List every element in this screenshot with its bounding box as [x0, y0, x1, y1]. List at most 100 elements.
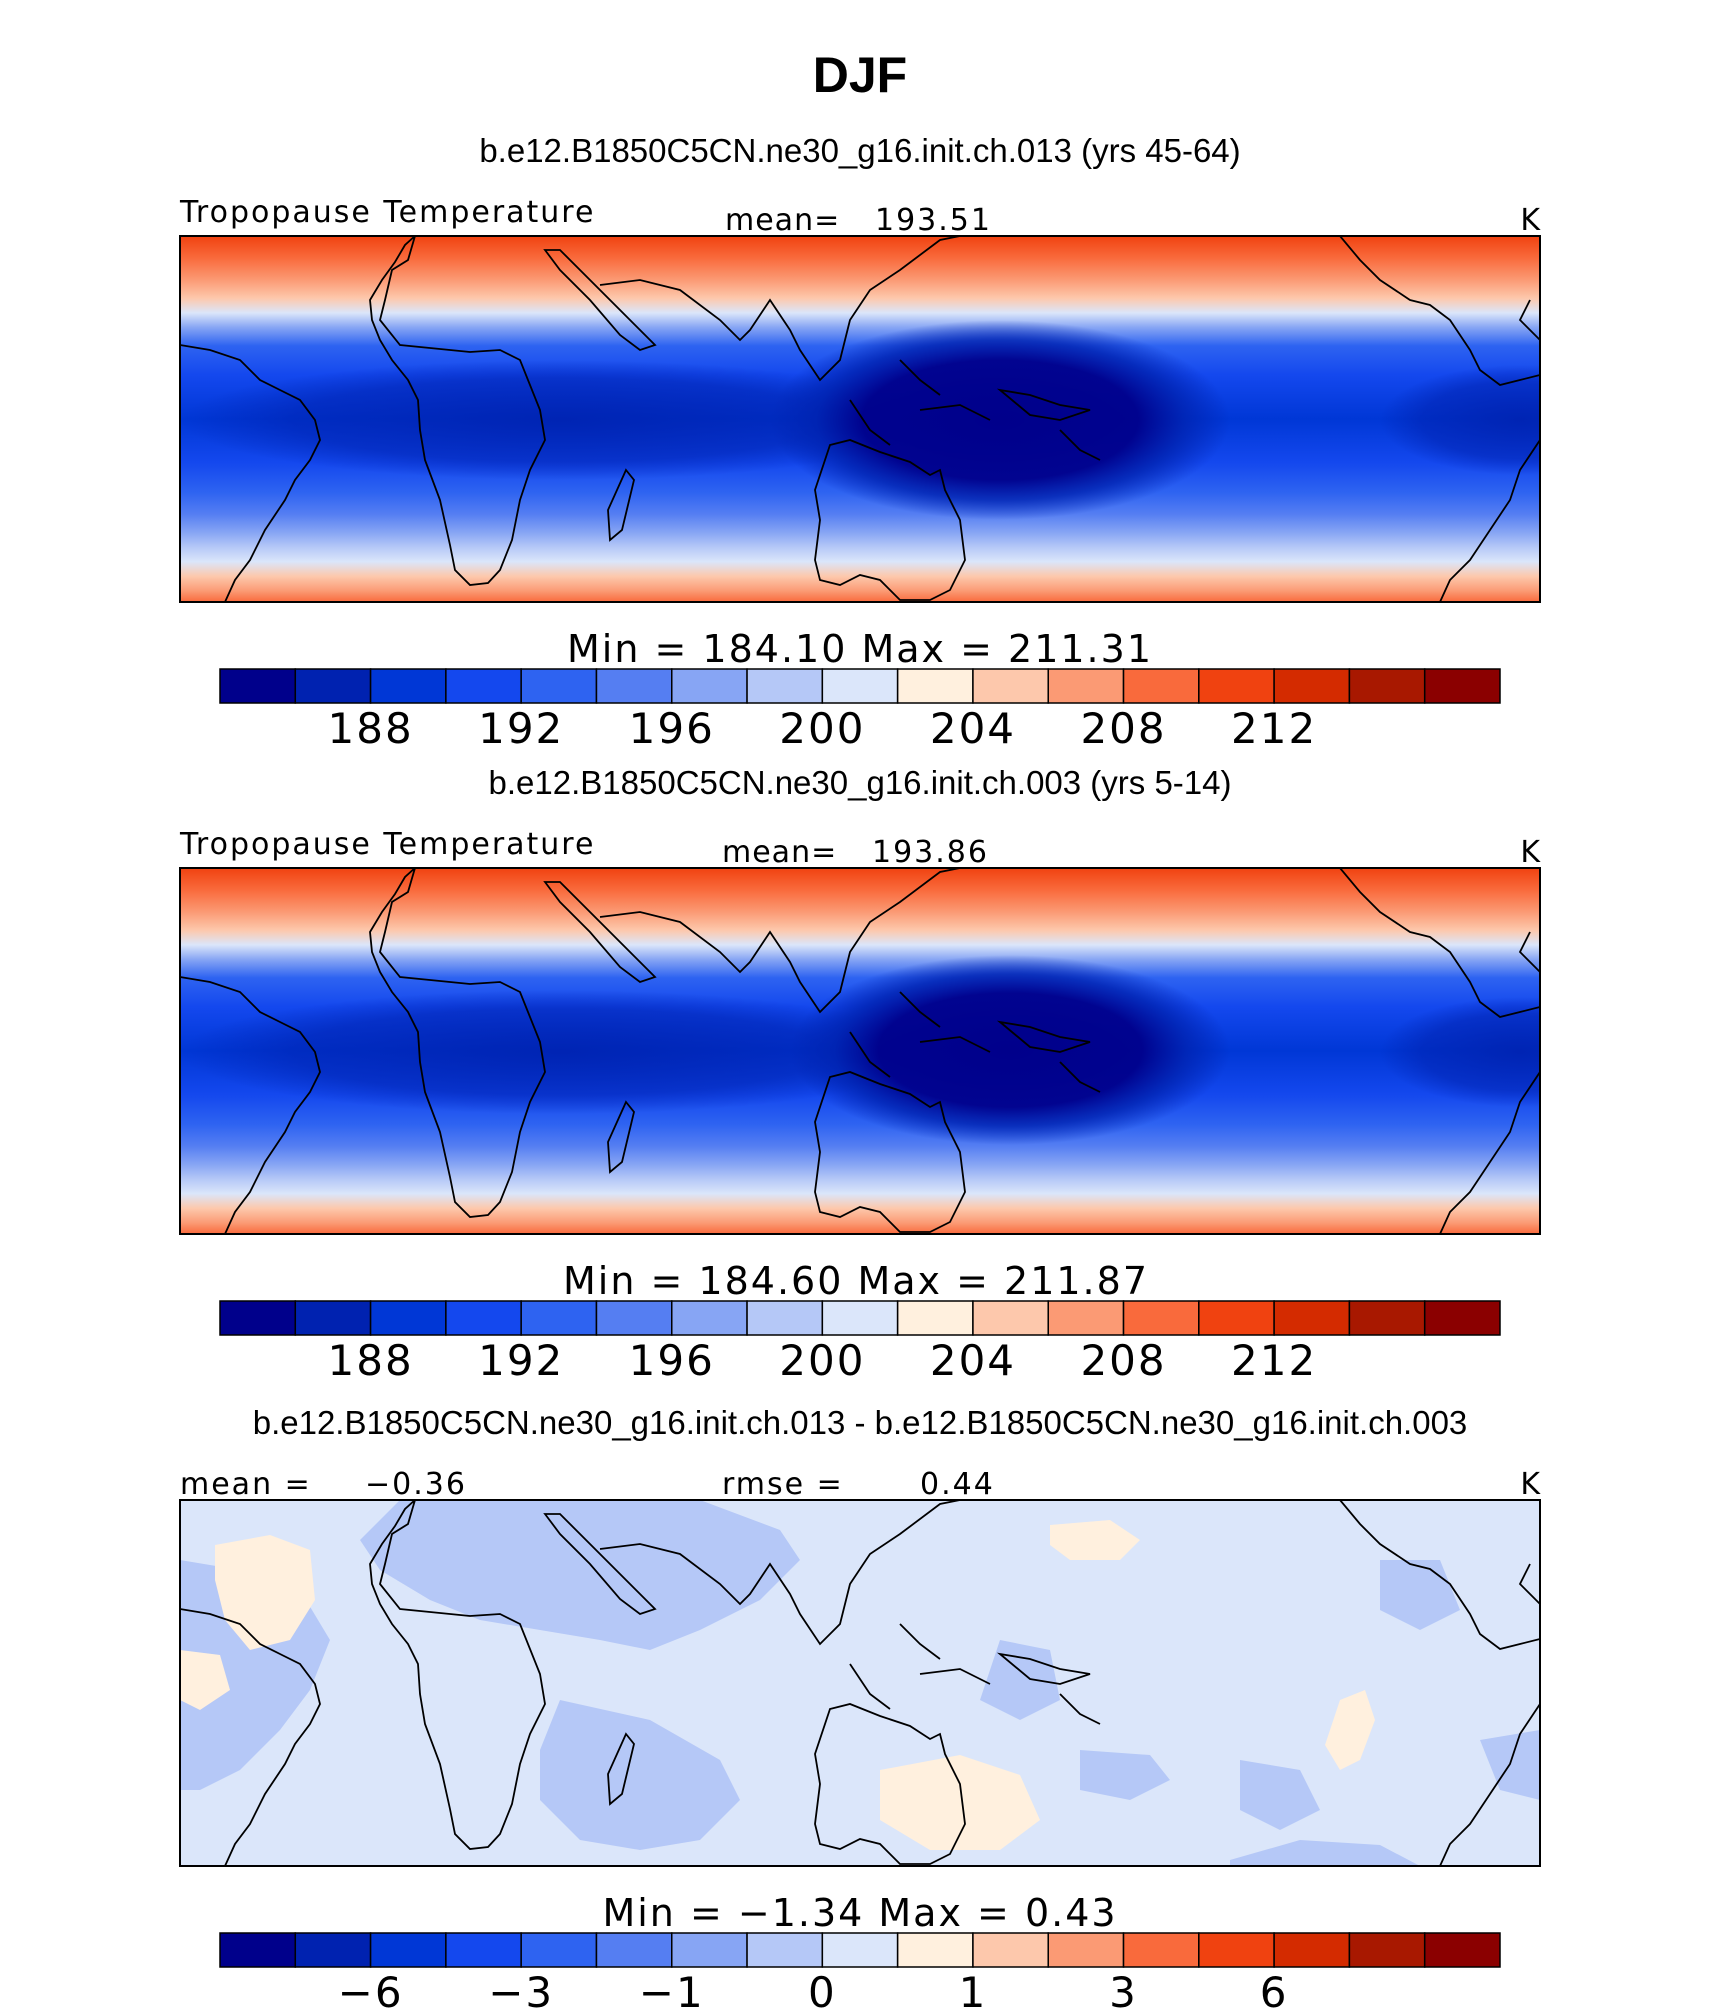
colorbar-bin — [595, 668, 673, 704]
colorbar-bin — [1198, 668, 1275, 704]
panel-3-colorbar — [219, 1932, 1501, 1968]
colorbar-tick-label: −6 — [338, 1968, 404, 2014]
panel-1-mean-label: mean= — [725, 203, 840, 238]
colorbar-bin — [1122, 668, 1200, 704]
panel-1-pacific-minimum — [770, 320, 1230, 520]
panel-3-units: K — [1520, 1467, 1541, 1502]
panel-1-equatorial-band — [180, 360, 940, 480]
colorbar-bin — [671, 1932, 748, 1968]
colorbar-bin — [1423, 1300, 1501, 1336]
panel-1-case-title: b.e12.B1850C5CN.ne30_g16.init.ch.013 (yr… — [479, 132, 1240, 169]
panel-3: b.e12.B1850C5CN.ne30_g16.init.ch.013 - b… — [179, 1404, 1541, 2014]
colorbar-tick-label: 188 — [328, 704, 414, 753]
colorbar-tick-label: 192 — [478, 1336, 564, 1385]
colorbar-tick-label: 196 — [629, 704, 715, 753]
panel-2-variable-label: Tropopause Temperature — [179, 827, 595, 862]
colorbar-bin — [445, 1932, 522, 1968]
colorbar-bin — [896, 668, 974, 704]
panel-2-map — [180, 868, 1540, 1234]
panel-2-equatorial-band — [180, 990, 940, 1114]
colorbar-bin — [520, 1932, 598, 1968]
colorbar-bin — [746, 668, 824, 704]
colorbar-bin — [746, 1300, 824, 1336]
colorbar-tick-label: 196 — [629, 1336, 715, 1385]
colorbar-tick-label: 212 — [1231, 704, 1317, 753]
panel-2-units: K — [1520, 835, 1541, 870]
panel-3-colorbar-ticks: −6 −3 −1 0 1 3 6 — [338, 1968, 1287, 2014]
colorbar-bin — [219, 1300, 297, 1336]
panel-1-colorbar-ticks: 188 192 196 200 204 208 212 — [328, 704, 1317, 753]
panel-3-mean-label: mean = — [180, 1467, 312, 1502]
panel-1-frame — [179, 235, 1541, 603]
panel-3-stats: Min = −1.34 Max = 0.43 — [602, 1891, 1117, 1935]
colorbar-bin — [821, 668, 899, 704]
colorbar-bin — [1198, 1300, 1275, 1336]
colorbar-tick-label: −1 — [639, 1968, 705, 2014]
figure-title: DJF — [813, 47, 907, 103]
colorbar-tick-label: 208 — [1080, 704, 1166, 753]
panel-1-map — [180, 236, 1540, 602]
colorbar-bin — [1348, 1300, 1426, 1336]
colorbar-bin — [896, 1932, 974, 1968]
colorbar-bin — [972, 668, 1049, 704]
colorbar-bin — [1423, 1932, 1501, 1968]
colorbar-bin — [520, 1300, 598, 1336]
panel-2-colorbar — [219, 1300, 1501, 1336]
colorbar-bin — [1198, 1932, 1275, 1968]
panel-3-frame — [179, 1499, 1541, 1867]
colorbar-bin — [1348, 1932, 1426, 1968]
colorbar-tick-label: 3 — [1109, 1968, 1138, 2014]
colorbar-bin — [1273, 668, 1351, 704]
panel-2-mean-label: mean= — [722, 835, 837, 870]
panel-3-case-title: b.e12.B1850C5CN.ne30_g16.init.ch.013 - b… — [253, 1404, 1468, 1441]
colorbar-tick-label: 192 — [478, 704, 564, 753]
colorbar-tick-label: 204 — [930, 704, 1016, 753]
panel-1-variable-label: Tropopause Temperature — [179, 195, 595, 230]
colorbar-bin — [1273, 1932, 1351, 1968]
colorbar-bin — [1423, 668, 1501, 704]
panel-2-coastlines — [180, 868, 1540, 1234]
colorbar-tick-label: 1 — [959, 1968, 988, 2014]
colorbar-bin — [671, 668, 748, 704]
panel-1: b.e12.B1850C5CN.ne30_g16.init.ch.013 (yr… — [179, 132, 1541, 753]
panel-2-equatorial-band-east — [1380, 997, 1540, 1107]
panel-3-coastlines — [180, 1500, 1540, 1866]
colorbar-bin — [1047, 668, 1125, 704]
colorbar-tick-label: 0 — [808, 1968, 837, 2014]
panel-1-coastlines — [180, 236, 1540, 602]
panel-3-positive-anomalies — [180, 1520, 1375, 1850]
panel-3-rmse-value: 0.44 — [920, 1467, 995, 1502]
panel-2-pacific-minimum — [790, 955, 1230, 1145]
colorbar-tick-label: 200 — [779, 704, 865, 753]
colorbar-bin — [972, 1932, 1049, 1968]
colorbar-tick-label: 188 — [328, 1336, 414, 1385]
colorbar-bin — [1122, 1932, 1200, 1968]
colorbar-bin — [671, 1300, 748, 1336]
colorbar-tick-label: 208 — [1080, 1336, 1166, 1385]
panel-2-colorbar-ticks: 188 192 196 200 204 208 212 — [328, 1336, 1317, 1385]
colorbar-bin — [1273, 1300, 1351, 1336]
panel-2-mean-value: 193.86 — [872, 835, 989, 870]
colorbar-bin — [821, 1932, 899, 1968]
colorbar-bin — [294, 1300, 372, 1336]
colorbar-bin — [219, 1932, 297, 1968]
colorbar-bin — [445, 1300, 522, 1336]
panel-1-mean-value: 193.51 — [875, 203, 992, 238]
panel-1-colorbar — [219, 668, 1501, 704]
colorbar-bin — [595, 1932, 673, 1968]
colorbar-bin — [1348, 668, 1426, 704]
colorbar-bin — [1122, 1300, 1200, 1336]
panel-2-case-title: b.e12.B1850C5CN.ne30_g16.init.ch.003 (yr… — [489, 764, 1232, 801]
panel-2: b.e12.B1850C5CN.ne30_g16.init.ch.003 (yr… — [179, 764, 1541, 1385]
colorbar-bin — [595, 1300, 673, 1336]
colorbar-tick-label: 212 — [1231, 1336, 1317, 1385]
colorbar-bin — [219, 668, 297, 704]
panel-3-rmse-label: rmse = — [722, 1467, 844, 1502]
colorbar-bin — [294, 1932, 372, 1968]
panel-1-units: K — [1520, 203, 1541, 238]
colorbar-bin — [294, 668, 372, 704]
colorbar-bin — [369, 1932, 447, 1968]
colorbar-bin — [746, 1932, 824, 1968]
colorbar-tick-label: 204 — [930, 1336, 1016, 1385]
